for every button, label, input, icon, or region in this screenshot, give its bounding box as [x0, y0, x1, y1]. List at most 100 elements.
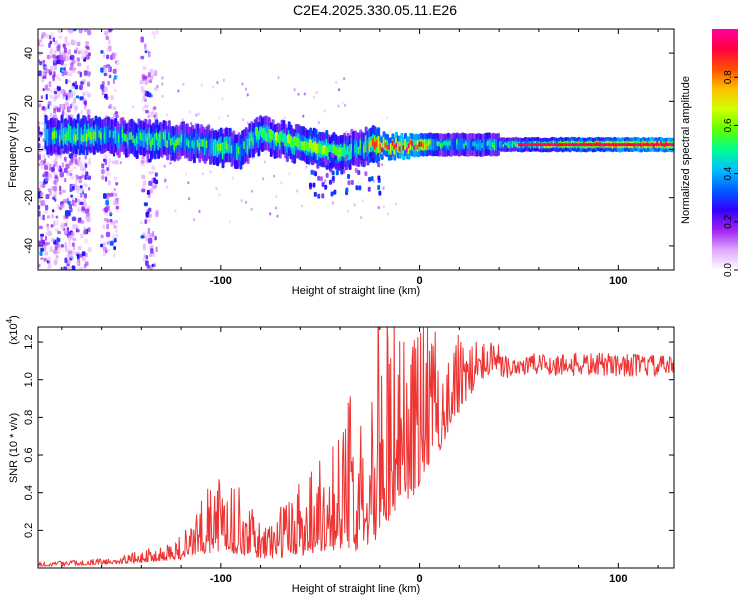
spectrogram-cell — [664, 143, 668, 147]
spectrogram-cell — [644, 143, 648, 147]
x-tick-label: 100 — [609, 275, 627, 287]
spectrogram-cell — [151, 230, 155, 237]
spectrogram-cell — [310, 169, 314, 175]
spectrogram-cell — [69, 54, 75, 61]
spectrogram-cell — [49, 112, 53, 118]
spectrogram-cell — [40, 247, 44, 252]
spectrogram-cell — [153, 35, 157, 40]
spectrogram-cell — [218, 116, 221, 120]
spectrogram-cell — [72, 82, 76, 87]
spectrogram-cell — [113, 113, 116, 118]
spectrogram-cell — [144, 109, 149, 114]
spectrogram-cell — [331, 201, 334, 205]
spectrogram-cell — [60, 203, 65, 209]
spectrogram-cell — [147, 114, 150, 119]
spectrogram-cell — [54, 160, 58, 167]
spectrogram-cell — [79, 166, 83, 172]
spectrogram-cell — [75, 104, 78, 110]
spectrogram-cell — [555, 143, 558, 147]
spectrogram-cell — [533, 143, 537, 147]
spectrogram-cell — [39, 161, 44, 165]
spectrogram-cell — [139, 79, 144, 85]
spectrogram-cell — [587, 143, 590, 147]
spectrogram-cell — [80, 233, 84, 239]
spectrogram-cell — [77, 70, 81, 75]
spectrogram-y-axis-label: Frequency (Hz) — [7, 112, 19, 188]
spectrogram-cell — [38, 154, 42, 160]
snr-y-ticks: 0.2 0.4 0.6 0.8 1.0 1.2 — [23, 334, 674, 538]
spectrogram-cell — [111, 160, 116, 164]
spectrogram-cell — [64, 156, 67, 161]
spectrogram-cell — [82, 92, 86, 97]
spectrogram-cell — [71, 216, 77, 222]
spectrogram-cell — [609, 143, 612, 147]
spectrogram-cells — [38, 29, 674, 270]
spectrogram-cell — [83, 226, 86, 231]
spectrogram-cell — [313, 95, 316, 99]
spectrogram-cell — [76, 199, 81, 203]
spectrogram-cell — [67, 241, 72, 248]
spectrogram-cell — [53, 180, 57, 185]
y-tick-label: 40 — [23, 47, 35, 59]
spectrogram-cell — [119, 161, 122, 165]
spectrogram-cell — [108, 74, 112, 79]
spectrogram-cell — [48, 190, 53, 196]
spectrogram-cell — [66, 210, 71, 217]
spectrogram-cell — [149, 253, 152, 258]
spectrogram-cell — [53, 71, 56, 77]
spectrogram-cell — [334, 165, 338, 171]
spectrogram-cell — [641, 143, 644, 147]
colorbar-tick-label: 0.2 — [723, 214, 734, 228]
spectrogram-cell — [41, 32, 46, 37]
spectrogram-cell — [69, 161, 74, 166]
colorbar-label: Normalized spectral amplitude — [680, 76, 692, 224]
spectrogram-cell — [100, 234, 104, 239]
spectrogram-cell — [541, 143, 545, 147]
spectrogram-cell — [244, 87, 247, 91]
spectrogram-cell — [76, 57, 81, 62]
spectrogram-cell — [69, 175, 75, 180]
spectrogram-cell — [38, 39, 43, 43]
spectrogram-cell — [140, 220, 144, 225]
spectrogram-cell — [629, 143, 632, 147]
y-tick-label: 0.6 — [23, 447, 35, 462]
spectrogram-cell — [61, 162, 65, 168]
spectrogram-cell — [607, 143, 610, 147]
spectrogram-cell — [38, 245, 41, 252]
spectrogram-cell — [58, 191, 62, 195]
spectrogram-cell — [519, 143, 523, 147]
spectrogram-cell — [627, 143, 630, 147]
spectrogram-cell — [545, 143, 548, 147]
spectrogram-cell — [153, 87, 159, 92]
spectrogram-cell — [63, 54, 67, 59]
spectrogram-cell — [39, 181, 44, 185]
spectrogram-cell — [64, 222, 68, 227]
colorbar-gradient — [712, 29, 738, 270]
spectrogram-cell — [115, 197, 120, 201]
spectrogram-cell — [148, 92, 152, 98]
spectrogram-cell — [86, 211, 90, 217]
spectrogram-cell — [56, 250, 61, 255]
spectrogram-cell — [83, 70, 88, 76]
spectrogram-cell — [567, 143, 570, 147]
spectrogram-cell — [54, 40, 57, 45]
spectrogram-cell — [68, 168, 74, 172]
spectrogram-cell — [85, 171, 89, 177]
spectrogram-cell — [81, 171, 84, 175]
snr-frame — [37, 326, 675, 569]
spectrogram-cell — [349, 159, 353, 165]
spectrogram-cell — [151, 30, 156, 36]
spectrogram-cell — [48, 55, 52, 59]
spectrogram-cell — [64, 248, 69, 253]
spectrogram-cell — [62, 43, 66, 49]
spectrogram-cell — [623, 143, 626, 147]
spectrogram-cell — [329, 156, 333, 162]
spectrogram-cell — [38, 103, 42, 108]
spectrogram-cell — [103, 93, 108, 99]
spectrogram-cell — [62, 216, 66, 220]
spectrogram-cell — [43, 158, 47, 164]
spectrogram-cell — [105, 35, 110, 41]
spectrogram-cell — [132, 105, 135, 109]
spectrogram-cell — [74, 180, 78, 186]
spectrogram-cell — [68, 107, 72, 112]
